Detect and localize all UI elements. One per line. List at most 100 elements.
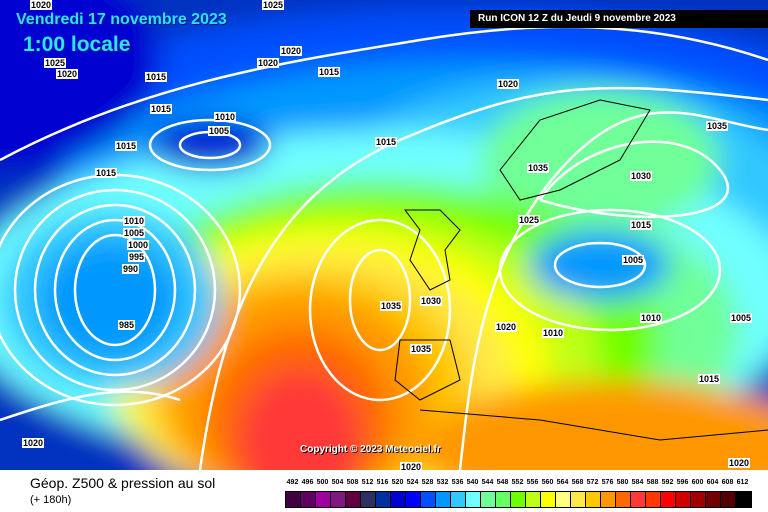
weather-map: 1020 1025 1020 1020 1020 1025 1015 1015 1010 1005…: [0, 0, 768, 470]
legend-swatch: [616, 492, 631, 507]
legend-label: 596: [676, 479, 689, 486]
legend-swatch: [376, 492, 391, 507]
isobar-label: 985: [118, 320, 136, 330]
isobar-label: 1015: [150, 104, 173, 114]
legend-label: 604: [706, 479, 719, 486]
isobar-label: 1035: [527, 163, 550, 173]
legend-swatch: [301, 492, 316, 507]
map-title: Géop. Z500 & pression au sol: [30, 475, 216, 491]
isobar-label: 1010: [123, 216, 146, 226]
legend-label: 536: [451, 479, 464, 486]
isobar-label: 1025: [44, 58, 67, 68]
legend-label: 580: [616, 479, 629, 486]
legend-swatch: [706, 492, 721, 507]
legend-label: 560: [541, 479, 554, 486]
isobar-label: 1015: [630, 220, 653, 230]
legend-label: 508: [346, 479, 359, 486]
isobar-label: 1015: [375, 137, 398, 147]
isobar-label: 1010: [640, 313, 663, 323]
isobar-label: 1015: [95, 168, 118, 178]
legend-swatch: [556, 492, 571, 507]
legend-swatch: [676, 492, 691, 507]
isobar-label: 1025: [262, 0, 285, 10]
legend-label: 500: [316, 479, 329, 486]
legend-swatch: [601, 492, 616, 507]
legend-label: 592: [661, 479, 674, 486]
color-legend: 492 496 500 504 508 512 516 520 524 528 532 536 540 5…: [285, 479, 752, 508]
legend-label: 552: [511, 479, 524, 486]
legend-label: 512: [361, 479, 374, 486]
legend-swatch: [436, 492, 451, 507]
isobar-label: 1020: [56, 69, 79, 79]
legend-swatch: [541, 492, 556, 507]
geopotential-field: [0, 0, 768, 470]
legend-swatch: [466, 492, 481, 507]
isobar-label: 1025: [518, 215, 541, 225]
legend-swatch: [391, 492, 406, 507]
legend-swatch: [526, 492, 541, 507]
legend-swatch: [451, 492, 466, 507]
isobar-label: 1005: [622, 255, 645, 265]
isobar-label: 1015: [698, 374, 721, 384]
legend-swatch: [736, 492, 751, 507]
legend-swatch: [316, 492, 331, 507]
legend-label: 532: [436, 479, 449, 486]
legend-swatch: [361, 492, 376, 507]
legend-swatch: [691, 492, 706, 507]
legend-swatch: [481, 492, 496, 507]
forecast-date: Vendredi 17 novembre 2023: [16, 11, 227, 28]
legend-swatch: [571, 492, 586, 507]
legend-label: 572: [586, 479, 599, 486]
isobar-label: 990: [122, 264, 140, 274]
legend-swatch: [286, 492, 301, 507]
isobar-label: 1020: [495, 322, 518, 332]
isobar-label: 1010: [542, 328, 565, 338]
legend-label: 516: [376, 479, 389, 486]
isobar-lines: [0, 25, 768, 470]
isobar-label: 1015: [145, 72, 168, 82]
isobar-label: 1035: [410, 344, 433, 354]
legend-swatch: [631, 492, 646, 507]
legend-swatch: [646, 492, 661, 507]
isobar-label: 1020: [728, 458, 751, 468]
forecast-range: (+ 180h): [30, 494, 72, 506]
legend-swatch: [346, 492, 361, 507]
isobar-label: 1020: [497, 79, 520, 89]
isobar-label: 1010: [214, 112, 237, 122]
legend-label: 528: [421, 479, 434, 486]
legend-swatch: [661, 492, 676, 507]
legend-label: 584: [631, 479, 644, 486]
coastlines: [394, 99, 768, 441]
copyright: Copyright © 2023 Meteociel.fr: [300, 444, 441, 455]
legend-swatch: [721, 492, 736, 507]
legend-label: 524: [406, 479, 419, 486]
legend-label: 548: [496, 479, 509, 486]
legend-label: 540: [466, 479, 479, 486]
legend-label: 556: [526, 479, 539, 486]
isobar-label: 1035: [380, 301, 403, 311]
legend-swatch: [496, 492, 511, 507]
footer: Géop. Z500 & pression au sol (+ 180h) 49…: [0, 470, 768, 512]
legend-label: 496: [301, 479, 314, 486]
isobar-label: 1020: [30, 0, 53, 10]
legend-label: 520: [391, 479, 404, 486]
isobar-label: 1020: [22, 438, 45, 448]
legend-label: 600: [691, 479, 704, 486]
legend-label: 544: [481, 479, 494, 486]
isobar-label: 1030: [420, 296, 443, 306]
isobar-label: 1020: [280, 46, 303, 56]
isobar-label: 1020: [257, 58, 280, 68]
legend-swatch: [331, 492, 346, 507]
legend-swatch: [586, 492, 601, 507]
legend-label: 612: [736, 479, 749, 486]
legend-label: 492: [286, 479, 299, 486]
legend-label: 576: [601, 479, 614, 486]
legend-swatch: [421, 492, 436, 507]
legend-label: 568: [571, 479, 584, 486]
isobar-label: 1005: [123, 228, 146, 238]
isobar-label: 1005: [730, 313, 753, 323]
legend-label: 608: [721, 479, 734, 486]
isobar-label: 1020: [400, 462, 423, 470]
legend-swatch: [406, 492, 421, 507]
legend-label: 588: [646, 479, 659, 486]
